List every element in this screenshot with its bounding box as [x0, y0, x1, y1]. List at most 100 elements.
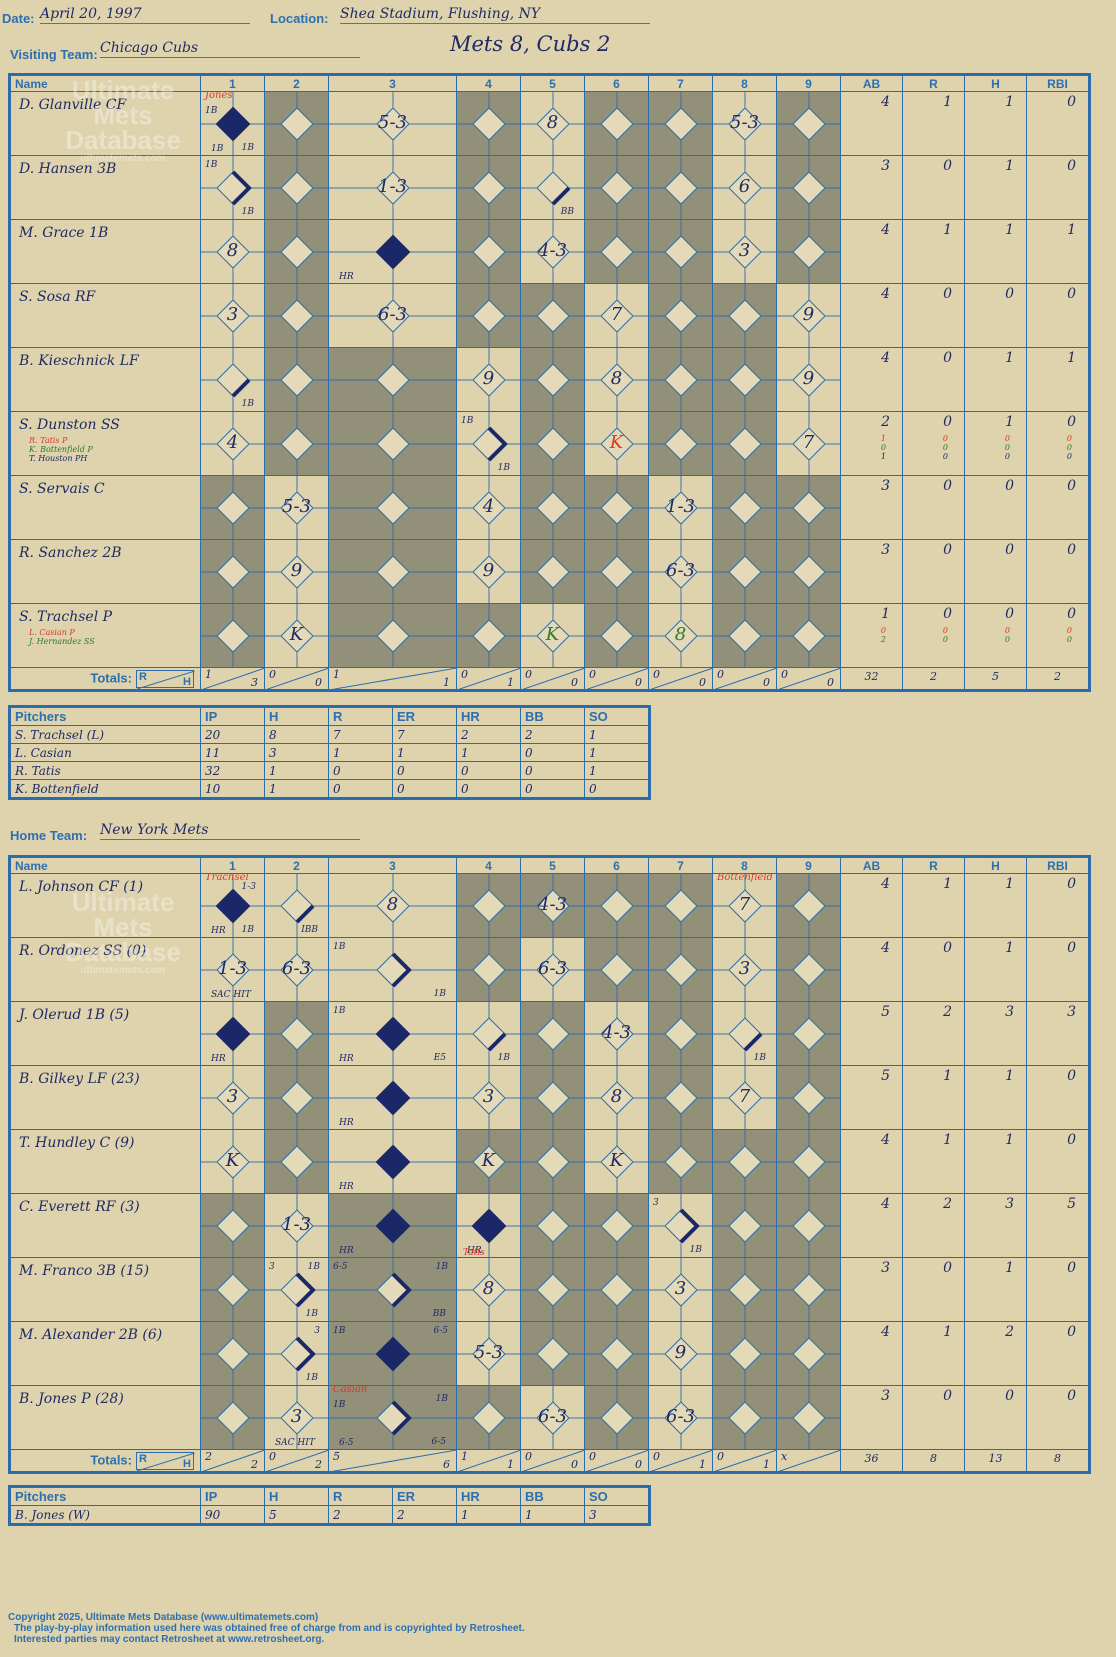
at-bat-cell-inning-3 — [328, 411, 457, 476]
at-bat-cell-inning-6 — [584, 219, 649, 284]
play-result: 7 — [610, 304, 623, 325]
play-result: 4-3 — [538, 894, 567, 915]
visitors-scorecard: Name 1 2 3 4 5 6 7 8 9 AB R H RBI D. Glanville CF Jones… — [8, 73, 1091, 692]
stat-cell-r: 0 — [902, 283, 965, 348]
basepath-diamond — [713, 604, 776, 667]
totals-row: Totals: R H 2 2 0 2 5 6 1 1 0 0 0 0 0 1 0 1 x 36 8 13 8 — [10, 1449, 1089, 1472]
inning-runs: 1 — [461, 1450, 468, 1464]
stat-value: 1 — [1067, 350, 1076, 366]
basepath-diamond — [777, 220, 840, 283]
base-note: 1B — [689, 1245, 702, 1255]
stat-value: 4 — [881, 222, 890, 238]
at-bat-cell-inning-3: HR — [328, 219, 457, 284]
total-stat-cell: 2 — [902, 667, 965, 690]
basepath-diamond — [713, 1066, 776, 1129]
play-result: 9 — [674, 1342, 687, 1363]
date-label: Date: — [2, 11, 35, 26]
base-note: SAC HIT — [211, 990, 251, 1000]
totals-label: Totals: R H — [10, 667, 201, 690]
player-name: R. Ordonez SS (0) — [19, 943, 147, 959]
base-note: 1B — [305, 1309, 318, 1319]
basepath-diamond — [713, 348, 776, 411]
basepath-diamond — [265, 92, 328, 155]
base-note: BB — [432, 1309, 446, 1319]
at-bat-cell-inning-4: K — [456, 1129, 521, 1194]
at-bat-cell-inning-6 — [584, 475, 649, 540]
column-header-r: R — [902, 857, 965, 874]
player-row: J. Olerud 1B (5) HR 1B HR E5 1B 4-3 1B 5 2 3 3 — [10, 1001, 1089, 1066]
stat-value: 2 — [1005, 1324, 1014, 1340]
basepath-diamond — [777, 284, 840, 347]
base-note: HR — [467, 1246, 482, 1256]
basepath-diamond — [713, 1130, 776, 1193]
pitching-stat: 20 — [200, 725, 265, 744]
basepath-diamond — [777, 938, 840, 1001]
basepath-diamond — [265, 1322, 328, 1385]
stat-value: 1 — [943, 1324, 952, 1340]
base-note: 1B — [241, 925, 254, 935]
inning-hits: 1 — [443, 676, 450, 689]
inning-runs: 0 — [525, 668, 532, 682]
at-bat-cell-inning-7: 8 — [648, 603, 713, 668]
player-name-cell: D. Hansen 3B — [10, 155, 201, 220]
play-result: 8 — [482, 1278, 495, 1299]
at-bat-cell-inning-4 — [456, 937, 521, 1002]
stat-cell-rbi: 3 — [1026, 1001, 1089, 1066]
basepath-diamond — [649, 604, 712, 667]
basepath-diamond — [457, 1066, 520, 1129]
play-result: 6-3 — [538, 1406, 567, 1427]
pitching-stat: 2 — [392, 1505, 457, 1524]
at-bat-cell-inning-6 — [584, 1257, 649, 1322]
footer-copyright: Copyright 2025, Ultimate Mets Database (… — [8, 1612, 319, 1623]
basepath-diamond — [649, 1386, 712, 1449]
player-name: S. Trachsel P — [19, 609, 113, 625]
stat-cell-r: 1 — [902, 1065, 965, 1130]
stat-value: 1 — [1005, 1132, 1014, 1148]
play-result: 6-3 — [378, 304, 407, 325]
stat-value: 1 — [1005, 94, 1014, 110]
at-bat-cell-inning-2 — [264, 219, 329, 284]
pitching-stat: 1 — [584, 743, 649, 762]
at-bat-cell-inning-4 — [456, 603, 521, 668]
at-bat-cell-inning-9 — [776, 1321, 841, 1386]
inning-runs: 0 — [717, 668, 724, 682]
at-bat-cell-inning-8 — [712, 539, 777, 604]
stat-value: 3 — [1005, 1196, 1014, 1212]
pitching-header-er: ER — [392, 707, 457, 726]
basepath-diamond — [649, 1258, 712, 1321]
at-bat-cell-inning-7: 1-3 — [648, 475, 713, 540]
substitute-name: T. Houston PH — [29, 454, 88, 463]
stat-cell-rbi: 0 — [1026, 1385, 1089, 1450]
inning-hits: 2 — [251, 1458, 258, 1471]
basepath-diamond — [329, 156, 456, 219]
at-bat-cell-inning-2 — [264, 1001, 329, 1066]
stat-cell-h: 1 — [964, 91, 1027, 156]
total-stat-cell: 5 — [964, 667, 1027, 690]
play-result: 4 — [482, 496, 495, 517]
substitute-name: L. Casian P — [29, 628, 75, 637]
basepath-diamond — [329, 476, 456, 539]
stat-value: 4 — [881, 94, 890, 110]
at-bat-cell-inning-6 — [584, 1193, 649, 1258]
column-header-name: Name — [10, 857, 201, 874]
stat-value: 0 — [1067, 1324, 1076, 1340]
player-name: R. Sanchez 2B — [19, 545, 122, 561]
stat-cell-ab: 4 — [840, 937, 903, 1002]
at-bat-cell-inning-9 — [776, 1257, 841, 1322]
at-bat-cell-inning-3 — [328, 347, 457, 412]
substitute-name: J. Hernandez SS — [29, 637, 95, 646]
basepath-diamond — [649, 284, 712, 347]
stat-cell-ab: 4 — [840, 1129, 903, 1194]
stat-cell-ab: 4 — [840, 219, 903, 284]
basepath-diamond — [649, 938, 712, 1001]
basepath-diamond — [457, 156, 520, 219]
stat-cell-r: 1 — [902, 1129, 965, 1194]
basepath-diamond — [713, 284, 776, 347]
basepath-diamond — [649, 1322, 712, 1385]
